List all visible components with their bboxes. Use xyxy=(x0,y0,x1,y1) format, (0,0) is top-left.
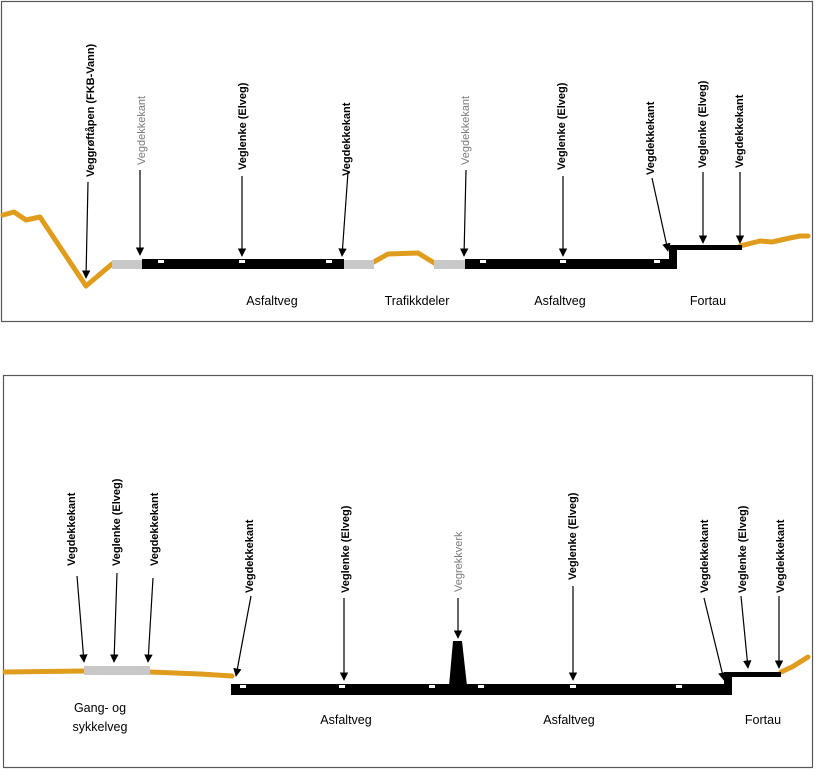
section-label-line: Asfaltveg xyxy=(543,713,594,727)
callout-arrow xyxy=(110,572,119,663)
section-label: Asfaltveg xyxy=(534,294,585,308)
callout-label: Veglenke (Elveg) xyxy=(737,505,749,593)
section-label-line: Asfaltveg xyxy=(534,294,585,308)
terrain-right xyxy=(737,233,811,249)
callout-label: Vegdekkekant xyxy=(149,492,161,566)
section-label: Asfaltveg xyxy=(246,294,297,308)
callout-label: Vegdekkekant xyxy=(136,96,148,165)
callout-label: Vegdekkekant xyxy=(734,94,746,168)
asphalt-markers-top xyxy=(158,260,660,263)
callout-arrows-top xyxy=(81,169,745,279)
section-label-line: sykkelveg xyxy=(73,720,128,734)
callout-label: Vegdekkekant xyxy=(699,519,711,593)
callout-label: Veggrøftåpen (FKB-Vann) xyxy=(85,43,97,177)
callout-arrow xyxy=(459,169,469,257)
section-label: Asfaltveg xyxy=(320,713,371,727)
panel-top: Veggrøftåpen (FKB-Vann) Vegdekkekant Vegle… xyxy=(0,0,814,323)
callout-label: Veglenke (Elveg) xyxy=(697,80,709,168)
callout-labels-top: Veggrøftåpen (FKB-Vann) Vegdekkekant Vegle… xyxy=(85,43,746,177)
curb-bottom xyxy=(724,672,732,695)
panel-bottom-frame xyxy=(2,374,814,769)
callout-labels-bottom: Vegdekkekant Veglenke (Elveg) Vegdekkekant… xyxy=(66,478,787,593)
callout-label: Veglenke (Elveg) xyxy=(111,478,123,566)
section-label-line: Asfaltveg xyxy=(320,713,371,727)
callout-label: Veglenke (Elveg) xyxy=(237,82,249,170)
callout-label: Vegdekkekant xyxy=(244,519,256,593)
callout-label: Vegdekkekant xyxy=(775,519,787,593)
callout-arrow xyxy=(233,595,252,677)
callout-arrow xyxy=(76,575,88,663)
curb xyxy=(669,245,677,269)
cycle-path xyxy=(84,666,150,675)
callout-label: Vegrekkverk xyxy=(453,531,465,592)
callout-arrow xyxy=(144,577,154,663)
callout-label: Veglenke (Elveg) xyxy=(556,82,568,170)
callout-label: Vegdekkekant xyxy=(341,102,353,176)
callout-arrow xyxy=(703,597,727,681)
asphalt-road-bottom xyxy=(231,684,731,695)
callout-arrow xyxy=(81,181,91,279)
callout-label: Veglenke (Elveg) xyxy=(567,492,579,580)
section-label-line: Fortau xyxy=(690,294,726,308)
callout-arrow xyxy=(338,171,349,257)
section-label: Trafikkdeler xyxy=(385,294,450,308)
callout-arrow xyxy=(740,595,752,669)
panel-bottom: Vegdekkekant Veglenke (Elveg) Vegdekkekant… xyxy=(2,374,814,769)
section-label: Gang- og sykkelveg xyxy=(73,701,128,734)
sidewalk xyxy=(669,245,742,250)
section-label: Fortau xyxy=(690,294,726,308)
section-label: Asfaltveg xyxy=(543,713,594,727)
terrain-median xyxy=(369,250,439,267)
callout-label: Vegdekkekant xyxy=(66,492,78,566)
asphalt-road-2 xyxy=(465,259,676,269)
callout-arrows-bottom xyxy=(76,572,784,681)
section-label-line: Asfaltveg xyxy=(246,294,297,308)
callout-label: Veglenke (Elveg) xyxy=(340,505,352,593)
shoulder-left xyxy=(112,260,143,269)
terrain-bottom-left xyxy=(2,668,87,675)
callout-arrow xyxy=(651,177,671,252)
shoulder-median-left xyxy=(343,260,374,269)
callout-label: Vegdekkekant xyxy=(645,101,657,175)
section-label-line: Fortau xyxy=(745,713,781,727)
section-labels-top: Asfaltveg Trafikkdeler Asfaltveg Fortau xyxy=(246,294,726,308)
terrain-left xyxy=(0,209,115,289)
asphalt-markers-bottom xyxy=(240,685,682,688)
terrain-bottom-right xyxy=(778,654,811,675)
asphalt-road-1 xyxy=(142,259,344,269)
panel-top-frame xyxy=(0,0,814,323)
section-label-line: Gang- og xyxy=(74,701,126,715)
shoulder-median-right xyxy=(434,260,466,269)
section-labels-bottom: Gang- og sykkelveg Asfaltveg Asfaltveg Forta… xyxy=(73,701,782,734)
callout-label: Vegdekkekant xyxy=(460,96,472,165)
sidewalk-bottom xyxy=(724,672,781,677)
section-label-line: Trafikkdeler xyxy=(385,294,450,308)
terrain-bottom-mid xyxy=(147,669,235,679)
section-label: Fortau xyxy=(745,713,781,727)
guard-rail xyxy=(449,641,467,686)
